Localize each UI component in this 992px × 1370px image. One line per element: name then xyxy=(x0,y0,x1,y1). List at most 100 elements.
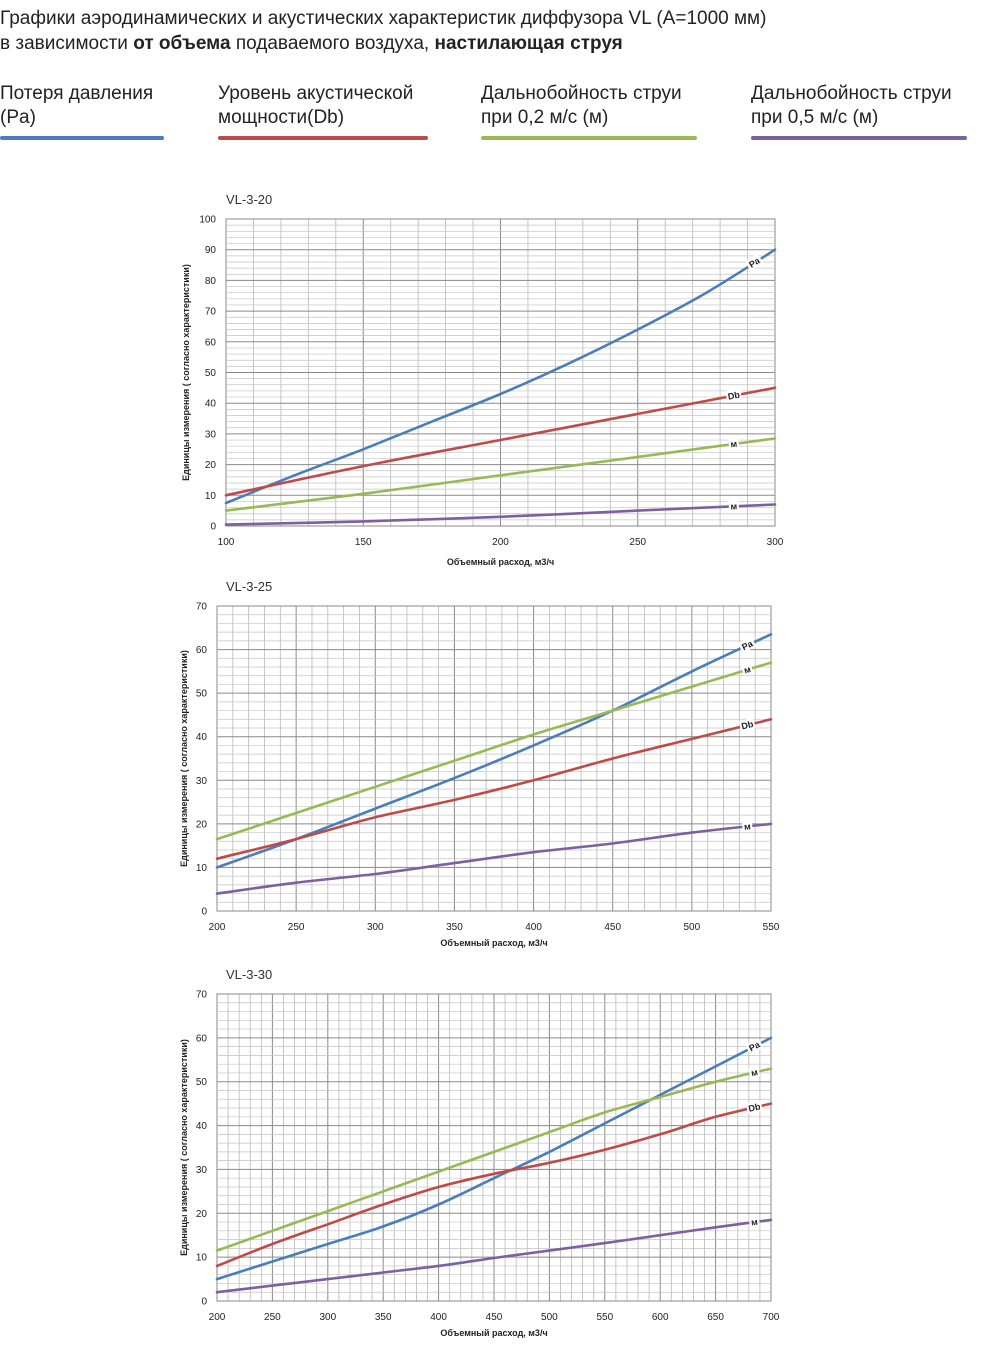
series-line xyxy=(224,248,777,505)
series-label: Pa xyxy=(745,1038,763,1054)
y-tick-label: 20 xyxy=(196,819,208,830)
series-label-bg xyxy=(725,388,742,402)
x-axis-label: Объемный расход, м3/ч xyxy=(447,557,554,567)
y-tick-label: 0 xyxy=(201,1297,207,1308)
chart-vl-3-30: VL-3-30 0 10 20 30 40 50 60 70 200 250 300 350 400 450… xyxy=(179,967,780,1338)
x-tick-label: 300 xyxy=(319,1312,336,1323)
x-tick-label: 100 xyxy=(218,537,235,548)
y-tick-label: 0 xyxy=(201,907,207,918)
series-label-bg xyxy=(745,1038,763,1054)
series-label-bg xyxy=(739,717,756,732)
plot-area xyxy=(216,605,772,912)
series-label-text: Pa xyxy=(740,638,755,652)
series-line xyxy=(215,718,773,860)
y-tick-label: 30 xyxy=(196,1165,208,1176)
x-tick-label: 150 xyxy=(355,537,372,548)
y-tick-label: 50 xyxy=(205,368,217,379)
x-axis-label: Объемный расход, м3/ч xyxy=(440,938,547,948)
y-tick-label: 50 xyxy=(196,689,208,700)
x-tick-label: 550 xyxy=(596,1312,613,1323)
x-tick-label: 200 xyxy=(492,537,509,548)
series-label: м xyxy=(748,1065,761,1079)
series-line xyxy=(224,503,777,526)
series-line xyxy=(215,822,773,895)
x-tick-label: 350 xyxy=(446,922,463,933)
y-tick-label: 30 xyxy=(196,776,208,787)
x-tick-label: 350 xyxy=(375,1312,392,1323)
x-tick-label: 500 xyxy=(684,922,701,933)
y-tick-label: 40 xyxy=(196,732,208,743)
series-label: м xyxy=(728,437,740,450)
y-tick-label: 100 xyxy=(199,215,216,226)
x-tick-label: 450 xyxy=(486,1312,503,1323)
legend-pressure-swatch xyxy=(0,136,164,140)
y-tick-label: 60 xyxy=(196,645,208,656)
series-line xyxy=(215,1067,773,1252)
series-label: Pa xyxy=(738,637,756,653)
y-tick-label: 90 xyxy=(205,245,217,256)
legend-pressure-line1: Потеря давления xyxy=(0,83,154,104)
series-label-bg xyxy=(738,637,756,653)
legend-item-acoustic: Уровень акустической мощности(Db) xyxy=(218,82,428,140)
series-label-bg xyxy=(741,820,753,832)
legend-pressure-line2: (Pa) xyxy=(0,107,36,128)
y-tick-label: 70 xyxy=(196,990,208,1001)
series-label-text: м xyxy=(743,821,751,832)
y-tick-label: 20 xyxy=(205,460,217,471)
legend-item-pressure: Потеря давления (Pa) xyxy=(0,82,164,140)
grid xyxy=(225,218,776,527)
y-tick-label: 10 xyxy=(196,1253,208,1264)
y-tick-label: 30 xyxy=(205,429,217,440)
series-label-text: Db xyxy=(747,1101,761,1114)
x-tick-label: 250 xyxy=(629,537,646,548)
legend-acoustic-line2: мощности(Db) xyxy=(218,107,345,128)
x-tick-label: 200 xyxy=(209,1312,226,1323)
chart-title: VL-3-20 xyxy=(226,192,272,207)
x-tick-label: 700 xyxy=(763,1312,780,1323)
series-label-bg xyxy=(746,1100,763,1114)
chart-vl-3-20: VL-3-20 0 10 20 30 40 50 60 70 80 90 100 100 150 200 25… xyxy=(181,192,784,567)
series-label-bg xyxy=(748,1065,761,1079)
title-part-a: в зависимости xyxy=(0,33,134,54)
y-tick-label: 70 xyxy=(196,602,208,613)
series-label: Db xyxy=(725,388,742,402)
series-line xyxy=(215,1102,773,1268)
x-tick-label: 550 xyxy=(763,922,780,933)
y-tick-label: 80 xyxy=(205,276,217,287)
y-tick-label: 10 xyxy=(196,863,208,874)
legend-throw-05-line2: при 0,5 м/с (м) xyxy=(751,107,879,128)
x-tick-label: 500 xyxy=(541,1312,558,1323)
x-tick-label: 400 xyxy=(430,1312,447,1323)
series-label-text: Db xyxy=(740,719,755,732)
legend-acoustic-swatch xyxy=(218,136,428,140)
series-label-bg xyxy=(728,437,740,450)
series-line xyxy=(215,1036,773,1281)
legend-acoustic-line1: Уровень акустической xyxy=(218,83,414,104)
legend-item-throw-02: Дальнобойность струи при 0,2 м/с (м) xyxy=(481,82,697,140)
grid xyxy=(216,993,772,1302)
y-tick-label: 70 xyxy=(205,307,217,318)
series-label-bg xyxy=(741,663,754,676)
legend: Потеря давления (Pa) Уровень акустическо… xyxy=(0,82,992,142)
y-axis-label: Единицы измерения ( согласно характерист… xyxy=(179,650,189,867)
y-axis-label: Единицы измерения ( согласно характерист… xyxy=(181,264,191,481)
series-label-bg xyxy=(748,1215,760,1228)
series-label: м xyxy=(748,1215,760,1228)
legend-throw-02-line2: при 0,2 м/с (м) xyxy=(481,107,609,128)
title-part-b: от объема xyxy=(133,33,231,54)
x-axis-label: Объемный расход, м3/ч xyxy=(440,1328,547,1338)
x-tick-label: 250 xyxy=(264,1312,281,1323)
y-tick-label: 40 xyxy=(205,399,217,410)
title-line-1: Графики аэродинамических и акустических … xyxy=(0,8,767,29)
title-line-2: в зависимости от объема подаваемого возд… xyxy=(0,31,990,56)
series-line xyxy=(224,437,777,512)
series-label-text: м xyxy=(750,1217,758,1228)
legend-throw-02-line1: Дальнобойность струи xyxy=(481,83,682,104)
series-label: м xyxy=(728,500,739,512)
x-tick-label: 600 xyxy=(652,1312,669,1323)
y-tick-label: 50 xyxy=(196,1077,208,1088)
series-line xyxy=(215,1218,773,1294)
series-label: Db xyxy=(746,1100,763,1114)
x-tick-label: 250 xyxy=(288,922,305,933)
series-label-text: м xyxy=(730,501,737,511)
